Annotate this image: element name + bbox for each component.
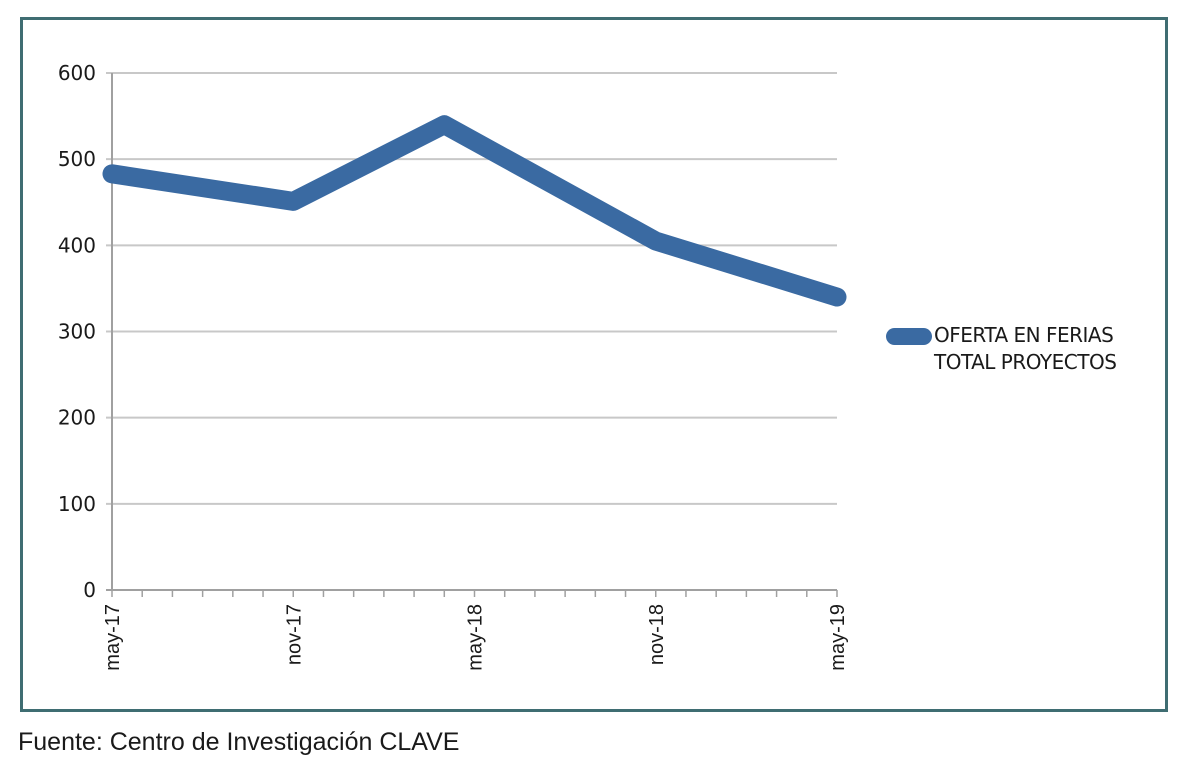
data-point-may-17 xyxy=(112,173,113,174)
x-tick-label: may-19 xyxy=(827,604,849,671)
data-point-may-19 xyxy=(837,297,838,298)
legend: OFERTA EN FERIAS TOTAL PROYECTOS xyxy=(886,322,1117,376)
legend-label-line-1: OFERTA EN FERIAS xyxy=(934,323,1114,347)
series-line-oferta xyxy=(102,115,847,307)
x-tick-labels: may-17 nov-17 may-18 nov-18 may-19 xyxy=(102,604,849,671)
axes xyxy=(106,73,838,597)
legend-swatch-oferta xyxy=(886,328,932,345)
gridlines xyxy=(106,72,837,505)
y-tick-label: 600 xyxy=(58,61,96,85)
x-tick-label: nov-18 xyxy=(646,604,668,665)
data-point-abr-18 xyxy=(444,124,445,125)
y-tick-label: 0 xyxy=(83,578,96,602)
y-tick-label: 200 xyxy=(58,406,96,430)
data-point-nov-18 xyxy=(655,241,656,242)
series xyxy=(102,115,847,307)
y-tick-label: 500 xyxy=(58,147,96,171)
legend-label: OFERTA EN FERIAS TOTAL PROYECTOS xyxy=(934,322,1117,376)
data-point-nov-17 xyxy=(293,201,294,202)
y-tick-labels: 0 100 200 300 400 500 600 xyxy=(58,61,96,602)
y-tick-label: 400 xyxy=(58,233,96,257)
x-tick-label: may-17 xyxy=(102,604,124,671)
y-tick-label: 100 xyxy=(58,492,96,516)
source-note: Fuente: Centro de Investigación CLAVE xyxy=(18,728,460,756)
legend-label-line-2: TOTAL PROYECTOS xyxy=(934,350,1117,374)
x-tick-label: nov-17 xyxy=(283,604,305,665)
y-tick-label: 300 xyxy=(58,320,96,344)
chart-frame xyxy=(20,17,1168,712)
x-tick-label: may-18 xyxy=(465,604,487,671)
